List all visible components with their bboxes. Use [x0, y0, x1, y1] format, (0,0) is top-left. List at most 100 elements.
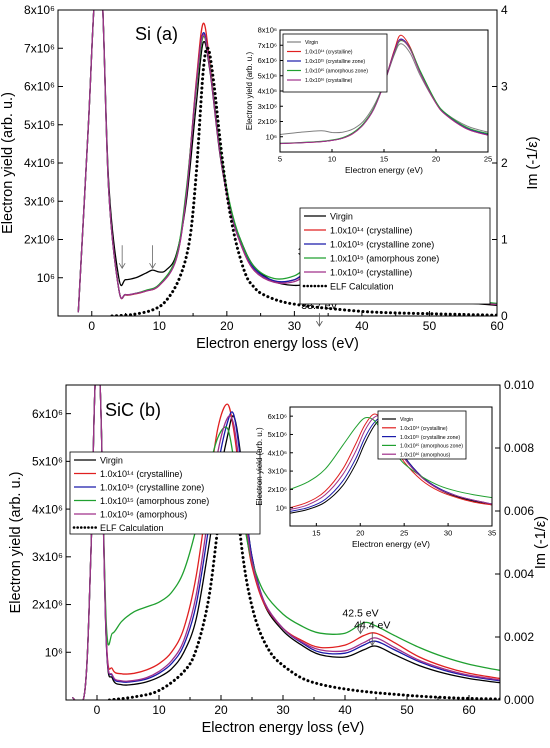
plot-frame	[289, 406, 493, 527]
legend-entry: Virgin	[400, 417, 413, 423]
panel-label: SiC (b)	[105, 400, 161, 420]
y-tick-label: 2x10⁶	[268, 485, 287, 494]
peak-arrowhead	[118, 262, 126, 269]
y-tick-label: 3x10⁶	[24, 194, 55, 208]
y-tick-label: 7x10⁶	[258, 41, 277, 50]
y-tick-label: 10⁶	[37, 271, 55, 285]
annotation-arrowhead	[357, 628, 364, 635]
x-tick-label: 15	[312, 529, 320, 538]
y-tick-label: 10⁶	[276, 503, 287, 512]
y2-axis-label: Im (-1/ε)	[533, 516, 549, 569]
legend-entry: 1.0x10¹⁵ (amorphous zone)	[400, 444, 463, 450]
y-tick-label: 4x10⁶	[258, 87, 277, 96]
legend-entry: Virgin	[305, 40, 318, 46]
legend-box	[282, 33, 388, 93]
chart-panel-si_inset: 5 10 15 20 25 10⁶ 2x10⁶ 3x10⁶ 4x10⁶ 5x10⁶ 6x10⁶ 7x1…	[245, 26, 492, 175]
y2-tick-label: 0.000	[504, 693, 534, 707]
legend-entry: 1.0x10¹⁶ (amorphous)	[400, 452, 451, 458]
x-axis-label: Electron energy loss (eV)	[196, 336, 359, 352]
x-tick-label: 40	[338, 703, 352, 717]
x-tick-label: 60	[490, 319, 504, 333]
y2-tick-label: 2	[501, 156, 508, 170]
y2-tick-label: 1	[501, 233, 508, 247]
x-tick-label: 35	[488, 529, 496, 538]
y2-tick-label: 0.006	[504, 504, 534, 518]
x-tick-label: 60	[462, 703, 476, 717]
x-tick-label: 5	[278, 155, 282, 164]
legend-entry: 1.0x10¹⁵ (crystalline zone)	[100, 483, 204, 493]
x-tick-label: 40	[355, 319, 369, 333]
y2-tick-label: 0.010	[504, 378, 534, 392]
x-tick-label: 10	[153, 319, 167, 333]
legend-entry: 1.0x10¹⁶ (crystalline)	[330, 268, 412, 278]
x-tick-label: 0	[94, 703, 101, 717]
y2-tick-label: 4	[501, 3, 508, 17]
legend-entry: 1.0x10¹⁵ (amorphous zone)	[330, 254, 439, 264]
x-tick-label: 50	[423, 319, 437, 333]
y-tick-label: 4x10⁶	[24, 156, 55, 170]
y-tick-label: 3x10⁶	[32, 550, 63, 564]
x-axis-label: Electron energy (eV)	[345, 165, 423, 175]
x-tick-label: 0	[88, 319, 95, 333]
chart-panel-si: 0 10 20 30 40 50 6010⁶2x10⁶3x10⁶4x10⁶5x10⁶6x10…	[0, 3, 541, 352]
y-tick-label: 6x10⁶	[258, 56, 277, 65]
legend-entry: Virgin	[100, 456, 123, 466]
y-tick-label: 3x10⁶	[258, 102, 277, 111]
y-tick-label: 8x10⁶	[258, 26, 277, 35]
x-tick-label: 10	[328, 155, 336, 164]
y2-axis-label: Im (-1/ε)	[525, 136, 541, 189]
y2-tick-label: 0.004	[504, 567, 534, 581]
x-tick-label: 30	[288, 319, 302, 333]
legend-entry: 1.0x10¹⁶ (amorphous)	[100, 510, 187, 520]
x-axis-label: Electron energy loss (eV)	[202, 720, 365, 736]
x-tick-label: 30	[276, 703, 290, 717]
x-tick-label: 20	[214, 703, 228, 717]
legend-entry: 1.0x10¹⁴ (crystalline)	[400, 426, 448, 432]
y-tick-label: 6x10⁶	[24, 80, 55, 94]
x-tick-label: 20	[220, 319, 234, 333]
y-axis-label: Electron yield (arb. u.)	[0, 92, 16, 234]
y-tick-label: 2x10⁶	[258, 117, 277, 126]
y-axis-label: Electron yield (arb. u.)	[8, 472, 24, 614]
y2-tick-label: 0	[501, 309, 508, 323]
x-tick-label: 25	[400, 529, 408, 538]
chart-panel-sic_inset: 15 20 25 30 35 10⁶ 2x10⁶ 3x10⁶ 4x10⁶ 5x10⁶ 6x10⁶ El…	[255, 406, 496, 549]
x-tick-label: 20	[432, 155, 440, 164]
peak-arrowhead	[149, 262, 156, 269]
y-tick-label: 7x10⁶	[24, 41, 55, 55]
y-tick-label: 8x10⁶	[24, 3, 55, 17]
y-tick-label: 4x10⁶	[32, 502, 63, 516]
x-tick-label: 10	[152, 703, 166, 717]
y-tick-label: 5x10⁶	[268, 430, 287, 439]
y-tick-label: 4x10⁶	[268, 448, 287, 457]
legend-entry: ELF Calculation	[330, 282, 394, 292]
x-tick-label: 50	[400, 703, 414, 717]
y-axis-label: Electron yield (arb. u.)	[245, 52, 254, 131]
y-axis-label: Electron yield (arb. u.)	[255, 427, 264, 506]
annotation-arrowhead	[368, 640, 376, 647]
legend-entry: ELF Calculation	[100, 523, 164, 533]
y-tick-label: 6x10⁶	[268, 412, 287, 421]
y-tick-label: 2x10⁶	[32, 598, 63, 612]
y2-tick-label: 0.008	[504, 441, 534, 455]
legend-entry: 1.0x10¹⁵ (amorphous zone)	[100, 496, 209, 506]
y-tick-label: 5x10⁶	[258, 71, 277, 80]
legend-box	[69, 451, 261, 535]
y-tick-label: 3x10⁶	[268, 467, 287, 476]
chart-panel-sic: 0 10 20 30 40 50 60 10⁶ 2x10⁶ 3x10⁶ 4x10⁶ 5x10⁶ 6x10…	[8, 378, 549, 736]
annotation-label: 42.5 eV	[342, 607, 378, 619]
series-line	[107, 455, 500, 700]
x-tick-label: 15	[380, 155, 388, 164]
y2-tick-label: 3	[501, 80, 508, 94]
x-tick-label: 25	[484, 155, 492, 164]
legend-box	[299, 207, 491, 305]
legend-entry: 1.0x10¹⁴ (crystalline)	[100, 469, 182, 479]
legend-entry: 1.0x10¹⁵ (crystalline zone)	[330, 240, 434, 250]
legend-entry: 1.0x10¹⁶ (crystalline)	[305, 78, 353, 84]
panel-label: Si (a)	[135, 24, 178, 44]
legend-entry: 1.0x10¹⁵ (crystalline zone)	[305, 59, 365, 65]
legend-entry: 1.0x10¹⁴ (crystalline)	[330, 226, 412, 236]
legend-entry: 1.0x10¹⁵ (amorphous zone)	[305, 69, 368, 75]
annotation-label: 44.4 eV	[354, 619, 390, 631]
